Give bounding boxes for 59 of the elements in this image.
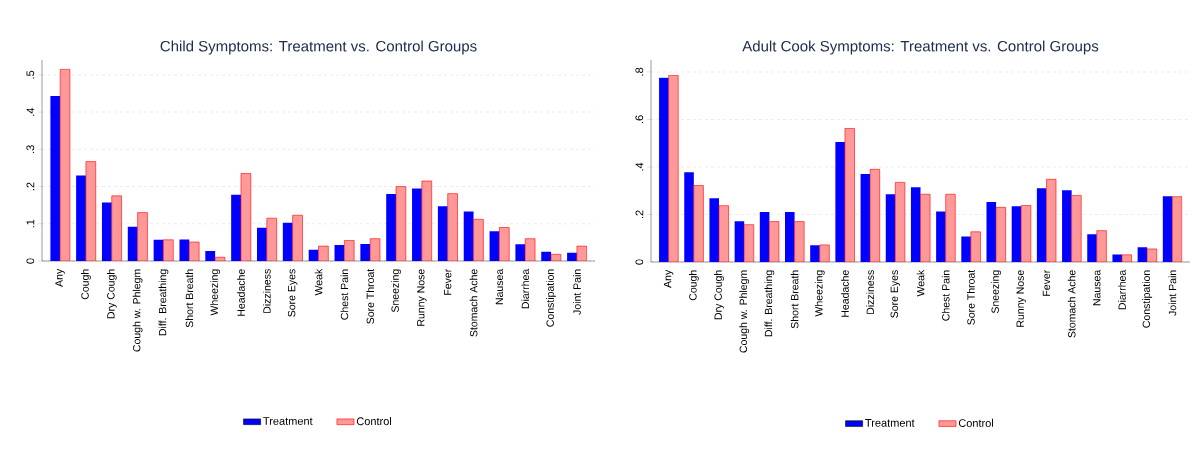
x-tick-label: Any (663, 269, 674, 288)
x-tick-label: Cough w. Phlegm (132, 269, 143, 352)
x-tick-label: Runny Nose (417, 269, 427, 326)
chart-title: Child Symptoms: Treatment vs. Control Groups (160, 40, 477, 55)
y-tick-label: .2 (26, 182, 35, 191)
x-tick-label: Nausea (495, 268, 504, 305)
x-tick-label: Diarrhea (1118, 269, 1126, 310)
x-tick-label: Cough w. Phlegm (739, 270, 750, 353)
x-tick-label: Sore Eyes (287, 269, 298, 317)
x-tick-label: Dry Cough (714, 270, 724, 320)
x-tick-label: Cough (81, 269, 91, 300)
x-tick-label: Constipation (1142, 270, 1153, 328)
y-tick-label: .3 (26, 145, 35, 153)
legend-label: Control (356, 417, 392, 426)
x-tick-label: Stomach Ache (469, 269, 478, 337)
x-tick-label: Chest Pain (340, 269, 349, 320)
x-tick-label: Sore Throat (967, 269, 975, 325)
x-tick-label: Constipation (546, 269, 556, 327)
y-tick-label: .2 (635, 210, 644, 219)
y-tick-label: .6 (635, 115, 644, 123)
x-tick-label: Short Breath (185, 269, 194, 328)
x-tick-label: Weak (916, 269, 925, 297)
x-tick-label: Headache (841, 270, 849, 317)
x-tick-label: Chest Pain (941, 270, 950, 321)
x-tick-label: Sneezing (391, 269, 401, 313)
y-tick-label: .8 (635, 67, 644, 76)
legend-label: Treatment (865, 419, 915, 427)
x-tick-label: Diff. Breathing (158, 269, 169, 336)
x-tick-label: Dizziness (866, 270, 874, 314)
x-tick-label: Joint Pain (1168, 270, 1177, 316)
x-tick-label: Nausea (1093, 269, 1101, 306)
x-tick-label: Stomach Ache (1067, 270, 1076, 338)
legend-label: Control (958, 418, 994, 427)
x-tick-label: Fever (444, 268, 452, 295)
x-tick-label: Any (55, 268, 65, 287)
y-tick-label: .5 (26, 70, 35, 79)
chart-title: Adult Cook Symptoms: Treatment vs. Control Groups (742, 40, 1099, 55)
y-tick-label: .4 (26, 107, 35, 116)
legend-label: Treatment (263, 417, 313, 425)
x-tick-label: Dizziness (262, 269, 271, 313)
y-tick-label: .4 (635, 162, 644, 171)
x-tick-label: Sore Eyes (890, 270, 901, 318)
x-tick-label: Diarrhea (521, 268, 530, 309)
y-tick-label: 0 (635, 259, 644, 265)
x-tick-label: Joint Pain (573, 269, 581, 315)
x-tick-label: Short Breath (790, 270, 799, 329)
x-tick-label: Wheezing (210, 269, 221, 316)
x-tick-label: Fever (1042, 269, 1051, 296)
y-tick-label: .1 (26, 219, 35, 228)
x-tick-label: Sore Throat (366, 268, 375, 324)
x-tick-label: Cough (688, 270, 699, 301)
x-tick-label: Sneezing (991, 270, 1001, 314)
x-tick-label: Runny Nose (1016, 270, 1026, 327)
x-tick-label: Headache (237, 269, 245, 316)
x-tick-label: Weak (314, 268, 323, 296)
x-tick-label: Diff. Breathing (764, 270, 775, 337)
x-tick-label: Wheezing (814, 270, 825, 317)
x-tick-label: Dry Cough (106, 269, 117, 319)
y-tick-label: 0 (26, 258, 35, 264)
